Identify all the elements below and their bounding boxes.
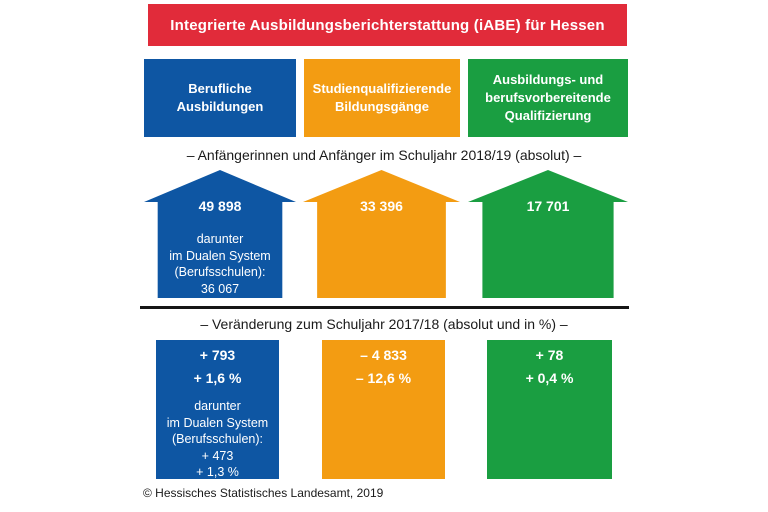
column-header-berufliche-ausbildungen: Berufliche Ausbildungen — [144, 59, 296, 137]
change-note: darunter im Dualen System (Berufsschulen… — [156, 398, 279, 481]
note-line: im Dualen System — [166, 415, 269, 430]
note-line: + 473 — [201, 448, 234, 463]
change-value-percent: – 12,6 % — [355, 370, 412, 386]
beginners-note: darunter im Dualen System (Berufsschulen… — [144, 231, 296, 297]
change-box-studienqualifizierende: – 4 833 – 12,6 % — [322, 340, 445, 479]
change-value-absolute: – 4 833 — [360, 347, 407, 363]
change-value-percent: + 0,4 % — [525, 370, 574, 386]
note-line: 36 067 — [200, 281, 240, 296]
change-value-absolute: + 793 — [199, 347, 236, 363]
change-box-berufliche-ausbildungen: + 793 + 1,6 % darunter im Dualen System … — [156, 340, 279, 479]
up-arrow-qualifizierung: 17 701 — [468, 170, 628, 298]
section-heading-change: – Veränderung zum Schuljahr 2017/18 (abs… — [200, 316, 568, 332]
change-value-absolute: + 78 — [535, 347, 564, 363]
up-arrow-berufliche-ausbildungen: 49 898 darunter im Dualen System (Berufs… — [144, 170, 296, 298]
change-value-percent: + 1,6 % — [193, 370, 242, 386]
column-header-ausbildungs-berufsvorbereitende: Ausbildungs- und berufsvorbereitende Qua… — [468, 59, 628, 137]
note-line: darunter — [194, 399, 241, 413]
note-line: (Berufsschulen): — [171, 432, 263, 446]
column-header-label: Ausbildungs- und berufsvorbereitende Qua… — [485, 72, 611, 123]
column-header-label: Studienqualifizierende Bildungsgänge — [312, 81, 452, 114]
up-arrow-studienqualifizierende: 33 396 — [303, 170, 460, 298]
column-header-label: Berufliche Ausbildungen — [176, 81, 264, 114]
copyright-text: © Hessisches Statistisches Landesamt, 20… — [143, 486, 384, 500]
beginners-value: 49 898 — [198, 198, 242, 214]
note-line: darunter — [196, 232, 244, 246]
beginners-value: 17 701 — [526, 198, 570, 214]
section-heading-beginners: – Anfängerinnen und Anfänger im Schuljah… — [186, 147, 582, 163]
column-header-studienqualifizierende-bildungsgaenge: Studienqualifizierende Bildungsgänge — [304, 59, 460, 137]
note-line: + 1,3 % — [196, 465, 239, 479]
note-line: im Dualen System — [169, 248, 271, 263]
page-title: Integrierte Ausbildungsberichterstattung… — [170, 16, 605, 34]
beginners-value: 33 396 — [360, 198, 403, 214]
title-banner: Integrierte Ausbildungsberichterstattung… — [148, 4, 627, 46]
note-line: (Berufsschulen): — [174, 265, 266, 279]
change-box-qualifizierung: + 78 + 0,4 % — [487, 340, 612, 479]
section-divider — [140, 306, 629, 309]
